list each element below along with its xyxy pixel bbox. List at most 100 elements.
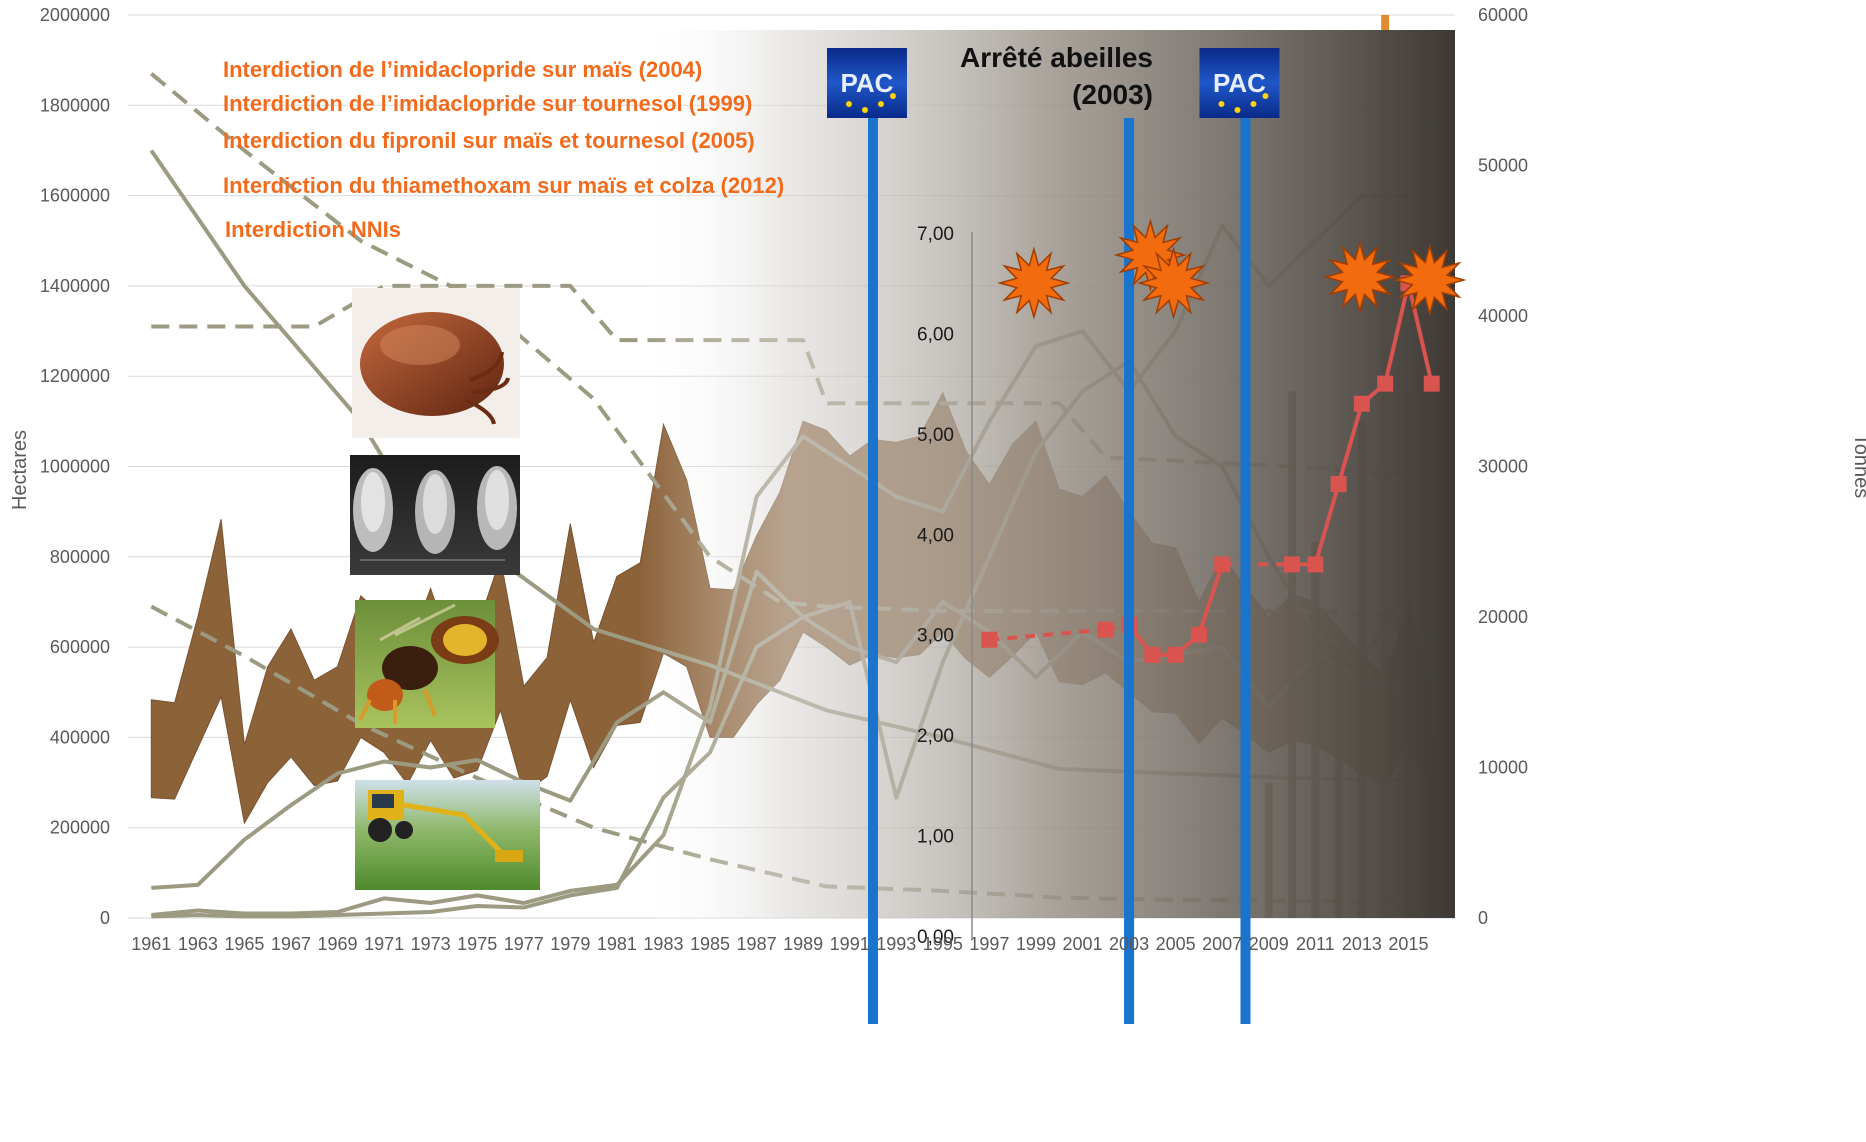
right-tick-label: 50000 [1478, 156, 1528, 176]
shading-overlay [640, 30, 1455, 918]
burst-marker [1136, 246, 1211, 320]
hornet-picture [355, 600, 499, 728]
pac-star [1218, 101, 1225, 107]
x-tick-label: 1981 [597, 934, 637, 954]
annotation-imidaclopride-tournesol: Interdiction de l’imidaclopride sur tour… [223, 91, 752, 116]
pac-logo-label: PAC [1213, 68, 1266, 98]
right-tick-label: 20000 [1478, 607, 1528, 627]
right-tick-label: 10000 [1478, 758, 1528, 778]
x-tick-label: 1969 [318, 934, 358, 954]
pac-star [1262, 93, 1269, 99]
inner-series-segment [989, 627, 1106, 642]
pac-star [877, 101, 884, 107]
x-tick-label: 1995 [923, 934, 963, 954]
inner-series-segment [1406, 282, 1434, 385]
pac-logo: PAC [826, 48, 907, 118]
left-tick-label: 1000000 [40, 457, 110, 477]
pac-logo: PAC [1199, 48, 1280, 118]
inner-series [981, 275, 1440, 663]
left-axis-label: Hectares [9, 430, 31, 510]
left-tick-label: 2000000 [40, 5, 110, 25]
left-tick-label: 0 [100, 908, 110, 928]
roadside-mower-picture [355, 780, 540, 890]
vertical-markers [867, 118, 1251, 1024]
x-tick-label: 1987 [737, 934, 777, 954]
left-tick-label: 400000 [50, 727, 110, 747]
x-tick-label: 1963 [178, 934, 218, 954]
inner-series-point [1307, 556, 1324, 573]
pac-logo-label: PAC [840, 68, 893, 98]
inner-series-point [1190, 626, 1207, 643]
inner-series-point [1377, 375, 1394, 392]
x-tick-label: 2007 [1202, 934, 1242, 954]
pac-logo-bg [1199, 48, 1280, 118]
microscope-spores-picture [350, 455, 520, 575]
x-tick-label: 1961 [131, 934, 171, 954]
vertical-marker [1124, 118, 1135, 1024]
inner-series-segment [1197, 563, 1225, 636]
x-axis-ticks: 1961 1963 1965 1967 1969 1971 1973 1975 1977 1979… [131, 934, 1428, 954]
inner-series-segment [1383, 282, 1411, 385]
inner-series-point [1144, 646, 1161, 663]
inner-series-point [1330, 476, 1347, 493]
inner-tick-label: 1,00 [917, 827, 954, 848]
x-tick-label: 1999 [1016, 934, 1056, 954]
x-tick-label: 1967 [271, 934, 311, 954]
x-tick-label: 2015 [1388, 934, 1428, 954]
x-tick-label: 1991 [830, 934, 870, 954]
x-tick-label: 1985 [690, 934, 730, 954]
x-tick-label: 1965 [224, 934, 264, 954]
inner-tick-label: 3,00 [917, 626, 954, 647]
right-tick-label: 60000 [1478, 5, 1528, 25]
right-axis-ticks: 0 10000 20000 30000 40000 50000 60000 [1478, 5, 1528, 928]
vertical-marker [1240, 118, 1251, 1024]
inner-tick-label: 2,00 [917, 726, 954, 747]
pac-star [861, 107, 868, 113]
inner-tick-label: 5,00 [917, 425, 954, 446]
annotation-fipronil: Interdiction du fipronil sur maïs et tou… [223, 128, 755, 153]
x-tick-label: 1973 [411, 934, 451, 954]
x-tick-label: 1997 [969, 934, 1009, 954]
left-tick-label: 1800000 [40, 95, 110, 115]
pac-star [1250, 101, 1257, 107]
vertical-marker [867, 118, 878, 1024]
inner-series-point [1097, 621, 1114, 638]
x-tick-label: 1979 [550, 934, 590, 954]
pac-star [889, 93, 896, 99]
left-tick-label: 1400000 [40, 276, 110, 296]
varroa-mite-picture [352, 288, 520, 438]
inner-tick-label: 7,00 [917, 224, 954, 245]
x-tick-label: 2001 [1062, 934, 1102, 954]
burst-marker [1392, 243, 1467, 317]
left-tick-label: 200000 [50, 818, 110, 838]
inner-series-point [1167, 646, 1184, 663]
inner-tick-label: 4,00 [917, 525, 954, 546]
left-tick-label: 800000 [50, 547, 110, 567]
inner-series-point [1353, 395, 1370, 412]
inner-series-point [1284, 556, 1301, 573]
arrete-abeilles-year: (2003) [1072, 79, 1153, 110]
x-tick-label: 1977 [504, 934, 544, 954]
right-axis-label: Tonnes [1850, 434, 1866, 499]
right-tick-label: 40000 [1478, 306, 1528, 326]
pac-logos: PAC PAC [826, 48, 1280, 118]
x-tick-label: 1971 [364, 934, 404, 954]
pac-star [845, 101, 852, 107]
x-tick-label: 1983 [643, 934, 683, 954]
inner-series-point [1423, 375, 1440, 392]
x-tick-label: 2005 [1156, 934, 1196, 954]
left-axis-ticks: 0 200000 400000 600000 800000 1000000 1200000 1… [40, 5, 110, 928]
inner-series-segment [1313, 483, 1341, 565]
arrete-abeilles-title: Arrêté abeilles [960, 42, 1153, 73]
right-tick-label: 30000 [1478, 457, 1528, 477]
annotation-thiamethoxam: Interdiction du thiamethoxam sur maïs et… [223, 173, 784, 198]
series-line-2 [150, 72, 1409, 618]
x-tick-label: 1975 [457, 934, 497, 954]
inner-tick-label: 6,00 [917, 324, 954, 345]
annotation-imidaclopride-mais: Interdiction de l’imidaclopride sur maïs… [223, 57, 702, 82]
left-tick-label: 600000 [50, 637, 110, 657]
right-tick-label: 0 [1478, 908, 1488, 928]
x-tick-label: 1989 [783, 934, 823, 954]
